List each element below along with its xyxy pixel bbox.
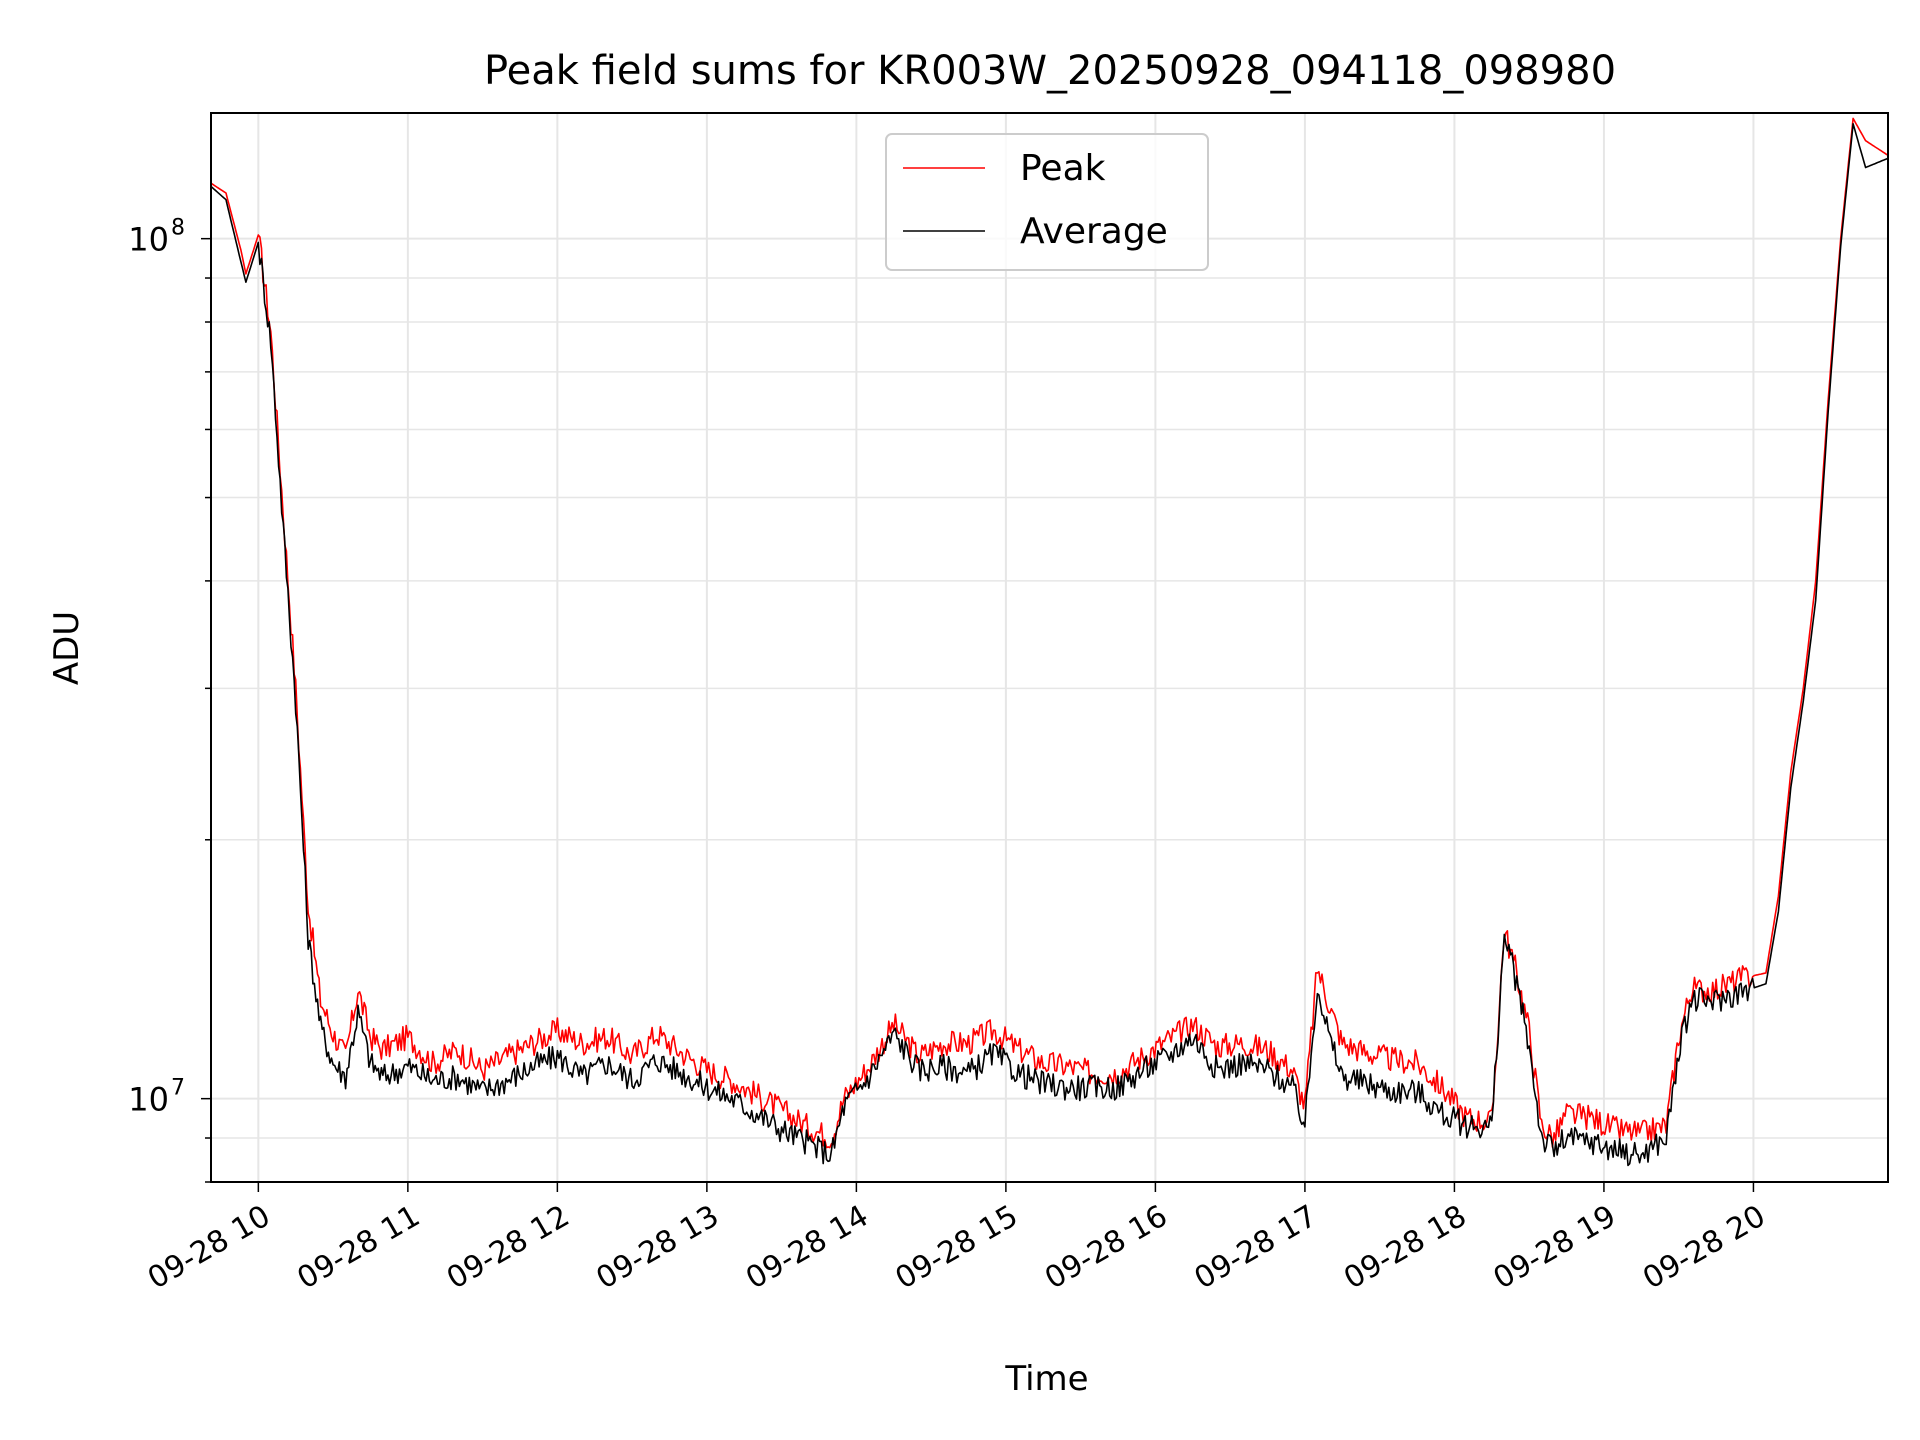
legend-label-average: Average — [1020, 211, 1168, 252]
y-tick-label: 10 — [128, 1081, 169, 1119]
series-lines — [210, 117, 1889, 1167]
series-line-average — [210, 123, 1889, 1167]
plot-frame — [210, 112, 1889, 1183]
x-axis-label: Time — [1004, 1359, 1088, 1399]
chart-title: Peak field sums for KR003W_20250928_0941… — [484, 48, 1616, 94]
legend-label-peak: Peak — [1020, 148, 1106, 189]
y-tick-label: 10 — [128, 221, 169, 259]
y-tick-exponent: 7 — [171, 1076, 185, 1101]
series-line-peak — [210, 117, 1889, 1149]
y-tick-exponent: 8 — [171, 216, 185, 241]
legend: Peak Average — [885, 133, 1209, 271]
y-axis-label: ADU — [47, 611, 87, 685]
grid — [211, 113, 1888, 1183]
